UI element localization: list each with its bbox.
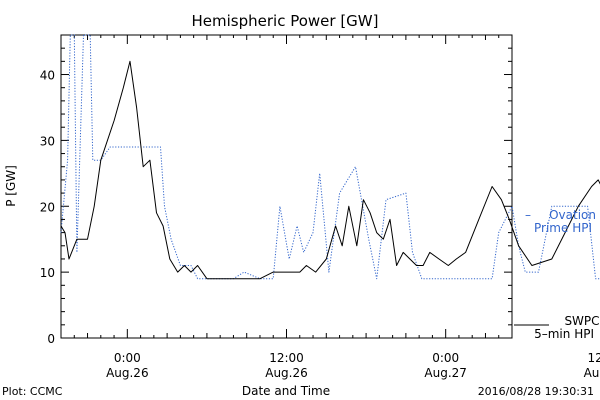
x-tick-label-time: 0:00 bbox=[432, 351, 459, 365]
series-swpc-line bbox=[60, 60, 600, 280]
x-tick-label-time: 0:00 bbox=[114, 351, 141, 365]
chart-title: Hemispheric Power [GW] bbox=[192, 12, 379, 30]
legend-ovation-line1: Ovation bbox=[549, 208, 596, 222]
footer-right: 2016/08/28 19:30:31 bbox=[478, 385, 594, 398]
x-axis: 0:00Aug.2612:00Aug.260:00Aug.2712:00Aug.… bbox=[60, 35, 600, 380]
x-tick-label-date: Aug.27 bbox=[584, 366, 600, 380]
y-tick-label: 40 bbox=[40, 69, 55, 83]
x-axis-label: Date and Time bbox=[242, 384, 330, 398]
legend-swpc-line1: SWPC bbox=[564, 314, 599, 328]
x-tick-label-date: Aug.26 bbox=[106, 366, 149, 380]
x-tick-label-date: Aug.26 bbox=[265, 366, 308, 380]
footer-left: Plot: CCMC bbox=[2, 385, 63, 398]
y-tick-label: 30 bbox=[40, 134, 55, 148]
y-tick-label: 10 bbox=[40, 266, 55, 280]
legend: – Ovation Prime HPI SWPC 5–min HPI bbox=[514, 208, 600, 341]
y-tick-label: 20 bbox=[40, 200, 55, 214]
x-tick-label-time: 12:00 bbox=[588, 351, 600, 365]
y-axis: 0 10 20 30 40 bbox=[40, 47, 512, 346]
y-axis-label: P [GW] bbox=[4, 165, 18, 207]
y-tick-label: 0 bbox=[47, 332, 55, 346]
x-tick-label-time: 12:00 bbox=[269, 351, 304, 365]
x-tick-label-date: Aug.27 bbox=[424, 366, 467, 380]
plot-frame bbox=[60, 34, 513, 339]
legend-ovation-marker: – bbox=[525, 208, 531, 222]
legend-swpc-line2: 5–min HPI bbox=[534, 327, 594, 341]
legend-ovation-line2: Prime HPI bbox=[534, 221, 592, 235]
series-layer bbox=[60, 34, 600, 280]
